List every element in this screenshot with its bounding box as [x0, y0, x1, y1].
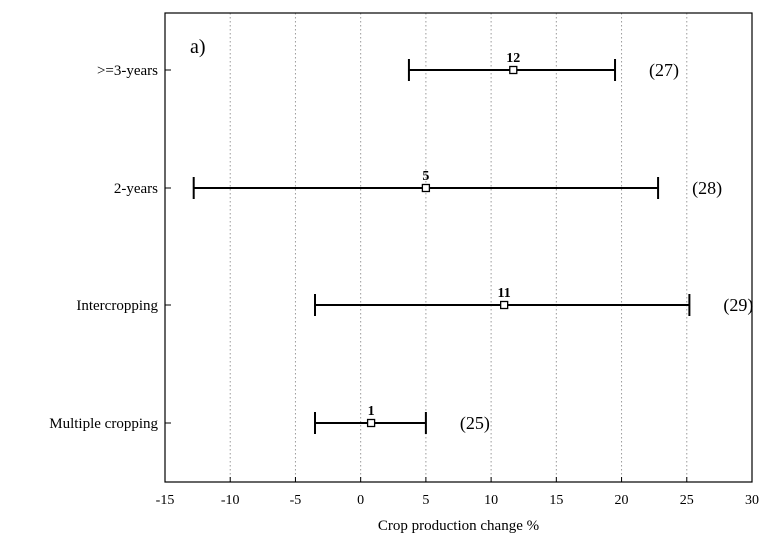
x-tick-label: 30	[745, 493, 759, 508]
data-row: >=3-years 12 (27)	[97, 51, 679, 81]
point-annotation: 11	[498, 286, 511, 301]
x-tick-label: -5	[290, 493, 302, 508]
point-annotation: 5	[422, 169, 429, 184]
category-label: >=3-years	[97, 63, 158, 79]
point-annotation: 1	[368, 404, 375, 419]
grid-lines	[229, 13, 688, 482]
plot-frame	[164, 12, 753, 483]
point-annotation: 12	[506, 51, 520, 66]
x-tick-label: -10	[221, 493, 240, 508]
mean-point	[421, 183, 431, 193]
sample-size-label: (25)	[460, 413, 490, 434]
mean-point	[366, 418, 376, 428]
category-label: 2-years	[114, 181, 158, 197]
x-tick-label: -15	[156, 493, 175, 508]
x-tick-label: 25	[680, 493, 694, 508]
x-axis-label: Crop production change %	[378, 518, 539, 534]
data-row: Intercropping 11 (29)	[76, 286, 753, 316]
mean-point	[509, 65, 518, 75]
x-tick-label: 0	[357, 493, 364, 508]
x-tick-label: 5	[422, 493, 429, 508]
x-tick-label: 10	[484, 493, 498, 508]
mean-point	[500, 300, 509, 310]
x-tick-label: 15	[549, 493, 563, 508]
sample-size-label: (29)	[723, 295, 753, 316]
category-label: Multiple cropping	[49, 416, 158, 432]
category-label: Intercropping	[76, 298, 158, 314]
x-axis-ticks: -15 -10 -5 0 5 10 15 20 25 30	[156, 477, 759, 508]
sample-size-label: (28)	[692, 178, 722, 199]
data-row: 2-years 5 (28)	[114, 169, 722, 199]
data-rows: >=3-years 12 (27) 2-years 5 (28) Intercropping…	[49, 51, 753, 434]
data-row: Multiple cropping 1 (25)	[49, 404, 490, 434]
panel-label: a)	[190, 36, 206, 58]
x-tick-label: 20	[615, 493, 629, 508]
sample-size-label: (27)	[649, 60, 679, 81]
